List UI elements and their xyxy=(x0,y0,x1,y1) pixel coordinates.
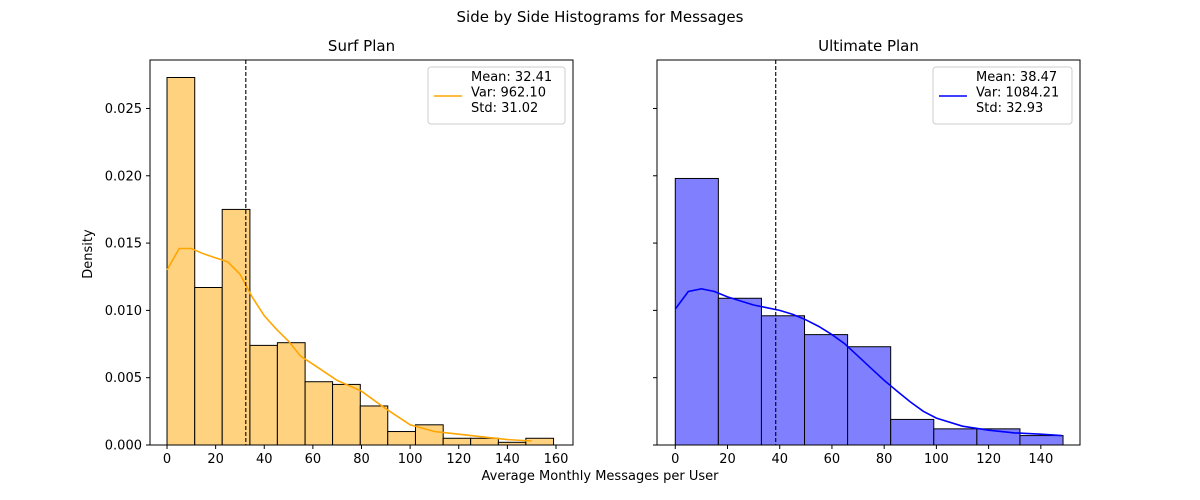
x-tick-label: 120 xyxy=(976,452,1001,467)
x-tick-label: 100 xyxy=(398,452,423,467)
histogram-bar xyxy=(194,287,223,446)
legend-box xyxy=(427,66,566,125)
histogram-bar xyxy=(276,342,306,446)
figure-ylabel: Density xyxy=(81,229,96,279)
legend-entry: Mean: 32.41 xyxy=(471,70,552,85)
legend-entry: Var: 1084.21 xyxy=(976,86,1059,101)
x-tick-label: 160 xyxy=(544,452,569,467)
x-tick-label: 60 xyxy=(305,452,322,467)
figure-suptitle: Side by Side Histograms for Messages xyxy=(457,8,744,26)
legend-entry: Std: 32.93 xyxy=(976,101,1043,116)
y-tick-label: 0.000 xyxy=(105,439,142,454)
subplots: Surf Plan 0 20 40 60 80 100 120 140 160 0.000 0.005… xyxy=(105,37,1081,467)
x-tick-label: 40 xyxy=(771,452,788,467)
subplot-2: Ultimate Plan 0 20 40 60 80 100 120 140 Mean: 38.… xyxy=(653,37,1081,467)
histogram-bar xyxy=(933,428,978,446)
histogram-bar xyxy=(674,177,719,446)
x-tick-label: 100 xyxy=(924,452,949,467)
x-tick-label: 0 xyxy=(163,452,171,467)
x-tick-label: 120 xyxy=(446,452,471,467)
histogram-bar xyxy=(387,431,416,446)
y-tick-label: 0.005 xyxy=(105,371,142,386)
x-tick-label: 40 xyxy=(256,452,273,467)
y-tick-label: 0.015 xyxy=(105,237,142,252)
histogram-bar xyxy=(890,418,935,446)
histogram-bar xyxy=(847,346,892,446)
x-tick-label: 80 xyxy=(353,452,370,467)
histogram-bar xyxy=(1019,435,1064,446)
x-tick-label: 80 xyxy=(876,452,893,467)
x-tick-label: 0 xyxy=(671,452,679,467)
legend-box xyxy=(932,66,1073,125)
histogram-bar xyxy=(332,383,361,446)
legend-entry: Std: 31.02 xyxy=(471,101,538,116)
histogram-bar xyxy=(304,381,334,446)
subplot-title: Ultimate Plan xyxy=(818,37,919,55)
x-tick-label: 20 xyxy=(719,452,736,467)
histogram-bar xyxy=(442,437,472,446)
legend-entry: Var: 962.10 xyxy=(471,86,546,101)
subplot-1: Surf Plan 0 20 40 60 80 100 120 140 160 0.000 0.005… xyxy=(105,37,574,467)
histogram-bar xyxy=(359,405,389,446)
histogram-bar xyxy=(249,344,278,446)
histogram-bar xyxy=(804,334,849,446)
subplot-title: Surf Plan xyxy=(328,37,395,55)
figure-xlabel: Average Monthly Messages per User xyxy=(482,469,720,484)
x-tick-label: 140 xyxy=(1028,452,1053,467)
y-tick-label: 0.010 xyxy=(105,304,142,319)
x-tick-label: 20 xyxy=(207,452,224,467)
histogram-bar xyxy=(470,437,499,446)
kde-curve xyxy=(674,287,1062,437)
axes-frame xyxy=(656,59,1081,446)
histogram-bar xyxy=(717,297,762,446)
x-tick-label: 60 xyxy=(824,452,841,467)
histogram-bar xyxy=(760,315,806,446)
y-tick-label: 0.020 xyxy=(105,169,142,184)
legend-entry: Mean: 38.47 xyxy=(976,70,1057,85)
kde-curve xyxy=(166,247,532,442)
x-tick-label: 140 xyxy=(495,452,520,467)
y-tick-label: 0.025 xyxy=(105,102,142,117)
